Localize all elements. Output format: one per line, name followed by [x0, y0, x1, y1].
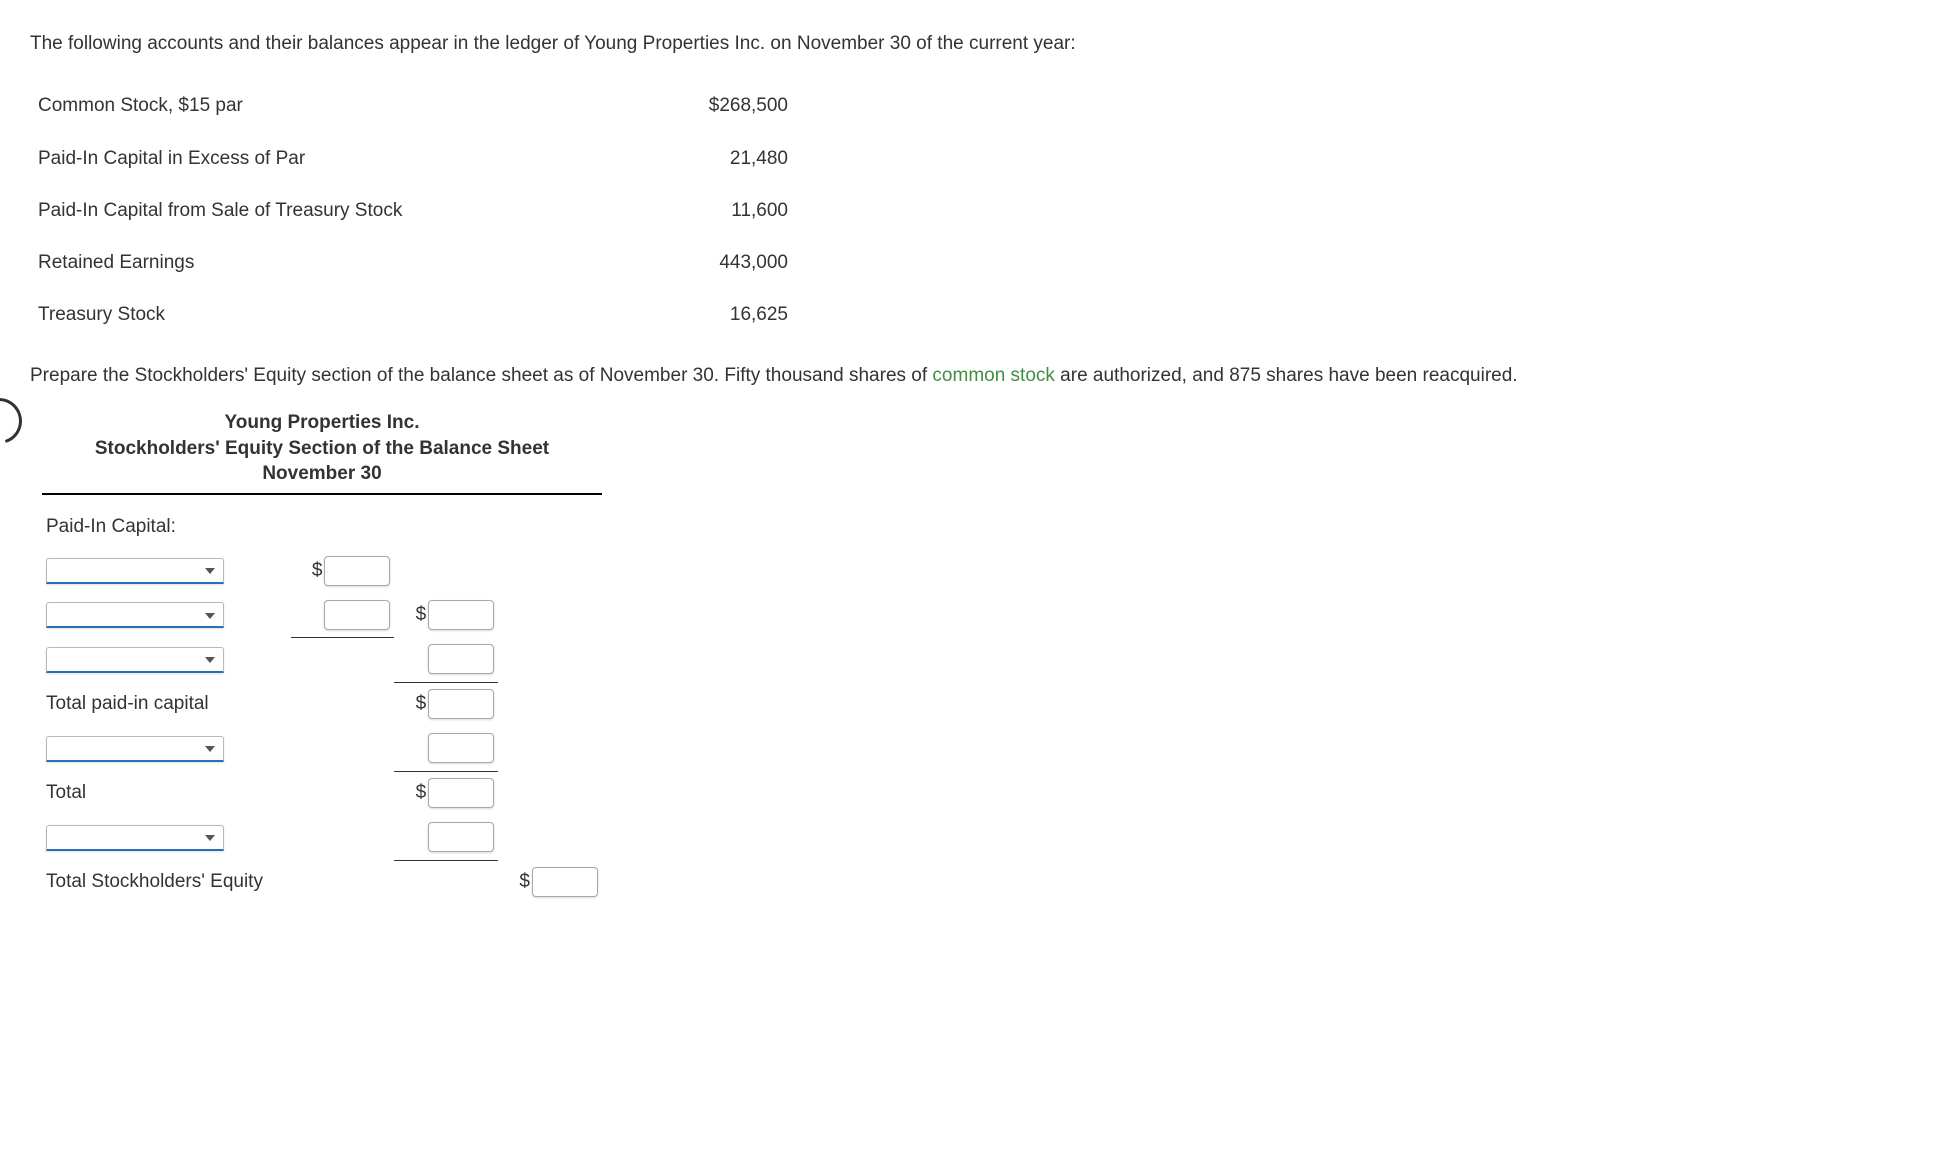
amount-input-1a[interactable] [324, 556, 390, 586]
account-select-4[interactable] [46, 736, 224, 762]
amount-input-2a[interactable] [324, 600, 390, 630]
worksheet-table: Paid-In Capital: $ $ Total pai [42, 505, 602, 905]
amount-input-3b[interactable] [428, 644, 494, 674]
amount-input-total[interactable] [428, 778, 494, 808]
account-select-5[interactable] [46, 825, 224, 851]
sheet-header: Young Properties Inc. Stockholders' Equi… [42, 410, 602, 495]
total-paid-in-label: Total paid-in capital [42, 682, 291, 727]
instruction-post: are authorized, and 875 shares have been… [1055, 365, 1518, 386]
table-row: Paid-In Capital in Excess of Par 21,480 [30, 133, 788, 185]
ledger-label: Common Stock, $15 par [30, 80, 658, 132]
account-select-2[interactable] [46, 602, 224, 628]
sheet-title-3: November 30 [42, 461, 602, 487]
amount-input-tpc[interactable] [428, 689, 494, 719]
dollar-sign: $ [519, 866, 530, 898]
account-select-3[interactable] [46, 647, 224, 673]
ledger-table: Common Stock, $15 par $268,500 Paid-In C… [30, 80, 788, 341]
table-row: Common Stock, $15 par $268,500 [30, 80, 788, 132]
dollar-sign: $ [416, 688, 427, 720]
ledger-label: Retained Earnings [30, 237, 658, 289]
total-label: Total [42, 771, 291, 816]
dollar-sign: $ [312, 555, 323, 587]
account-select-1[interactable] [46, 558, 224, 584]
ledger-value: 443,000 [658, 237, 788, 289]
table-row: Paid-In Capital from Sale of Treasury St… [30, 185, 788, 237]
ledger-value: $268,500 [658, 80, 788, 132]
sheet-title-1: Young Properties Inc. [42, 410, 602, 436]
ledger-value: 11,600 [658, 185, 788, 237]
ledger-label: Paid-In Capital from Sale of Treasury St… [30, 185, 658, 237]
sheet-title-2: Stockholders' Equity Section of the Bala… [42, 436, 602, 462]
instruction-text: Prepare the Stockholders' Equity section… [30, 360, 1911, 392]
ledger-label: Treasury Stock [30, 289, 658, 341]
intro-text: The following accounts and their balance… [30, 28, 1911, 60]
amount-input-2b[interactable] [428, 600, 494, 630]
ledger-value: 21,480 [658, 133, 788, 185]
table-row: Retained Earnings 443,000 [30, 237, 788, 289]
ledger-label: Paid-In Capital in Excess of Par [30, 133, 658, 185]
nav-circle-icon [0, 392, 28, 451]
amount-input-tse[interactable] [532, 867, 598, 897]
ledger-value: 16,625 [658, 289, 788, 341]
common-stock-link[interactable]: common stock [932, 365, 1054, 386]
total-stockholders-label: Total Stockholders' Equity [42, 860, 291, 905]
paid-in-capital-label: Paid-In Capital: [42, 505, 291, 549]
amount-input-5b[interactable] [428, 822, 494, 852]
instruction-pre: Prepare the Stockholders' Equity section… [30, 365, 932, 386]
dollar-sign: $ [416, 599, 427, 631]
amount-input-4b[interactable] [428, 733, 494, 763]
table-row: Treasury Stock 16,625 [30, 289, 788, 341]
dollar-sign: $ [416, 777, 427, 809]
